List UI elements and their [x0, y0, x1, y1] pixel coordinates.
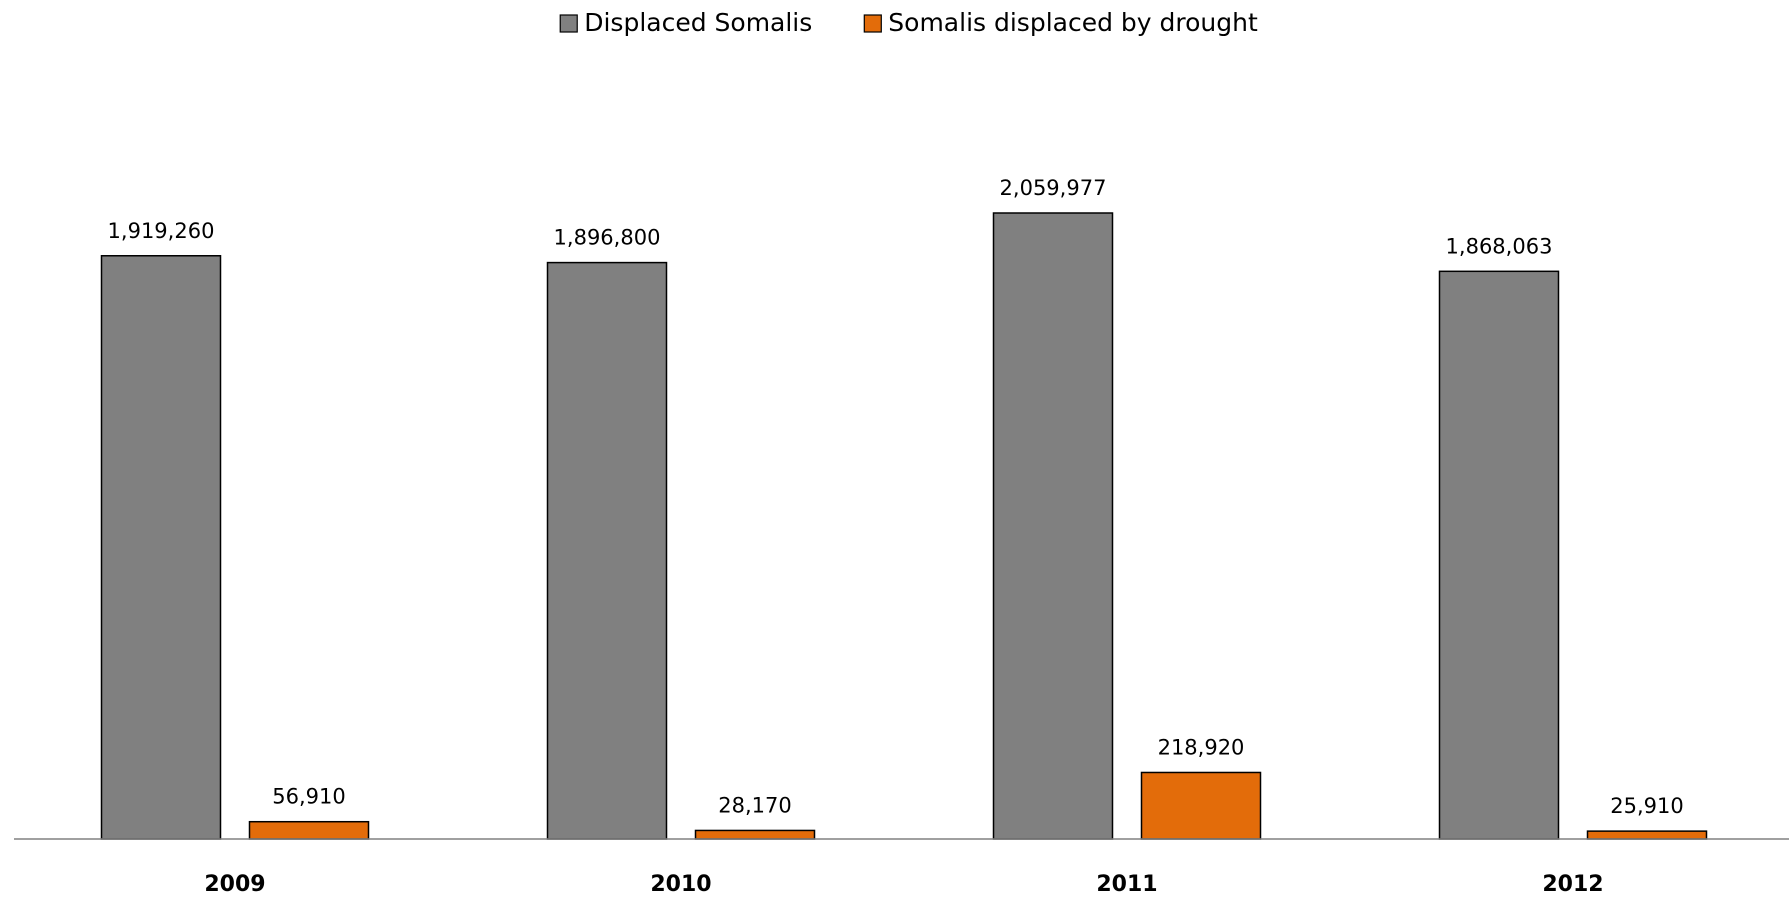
legend-swatch [863, 14, 882, 33]
bar [546, 261, 668, 840]
value-label: 1,868,063 [1446, 234, 1553, 258]
value-label: 1,919,260 [108, 219, 215, 243]
x-tick-label: 2012 [1542, 872, 1603, 897]
value-label: 1,896,800 [554, 226, 661, 250]
x-tick-label: 2011 [1096, 872, 1157, 897]
bar [100, 255, 222, 840]
bar [248, 820, 370, 840]
legend-item: Somalis displaced by drought [863, 8, 1258, 37]
value-label: 218,920 [1158, 735, 1245, 759]
legend-item: Displaced Somalis [559, 8, 812, 37]
value-label: 56,910 [272, 785, 345, 809]
value-label: 25,910 [1610, 794, 1683, 818]
x-tick-label: 2009 [204, 872, 265, 897]
legend-text: Somalis displaced by drought [888, 8, 1258, 37]
bar [694, 829, 816, 840]
legend-swatch [559, 14, 578, 33]
bar [992, 212, 1114, 840]
legend: Displaced Somalis Somalis displaced by dr… [559, 8, 1258, 37]
bar [1438, 270, 1560, 840]
value-label: 28,170 [718, 793, 791, 817]
x-tick-label: 2010 [650, 872, 711, 897]
value-label: 2,059,977 [1000, 176, 1107, 200]
legend-text: Displaced Somalis [584, 8, 812, 37]
bar [1586, 830, 1708, 840]
bar [1140, 771, 1262, 840]
